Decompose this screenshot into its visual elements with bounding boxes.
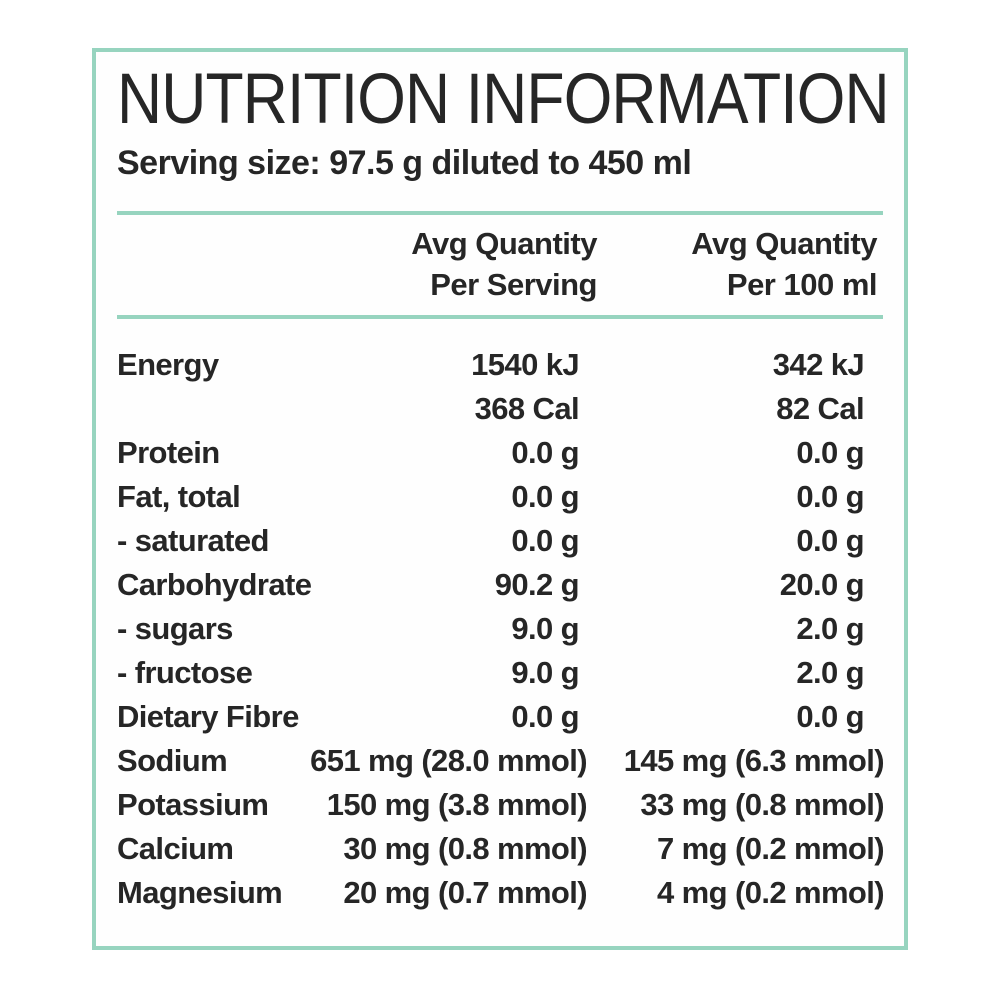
nutrient-row-fructose: - fructose 9.0 g 2.0 g (117, 651, 883, 695)
nutrient-label: Carbohydrate (117, 567, 312, 602)
per-serving-value: 9.0 g (407, 651, 587, 695)
nutrient-label: Magnesium (117, 875, 283, 910)
nutrient-label: Sodium (117, 743, 228, 778)
per-100ml-column-header: Avg Quantity Per 100 ml (597, 223, 883, 305)
per-serving-value: 0.0 g (407, 695, 587, 739)
value-text: 0.0 g (796, 435, 864, 470)
per-100ml-value: 82 Cal (587, 387, 884, 431)
nutrient-row-dietary-fibre: Dietary Fibre 0.0 g 0.0 g (117, 695, 883, 739)
divider-line-top (117, 211, 883, 215)
value-text: 342 kJ (772, 347, 865, 382)
per-100ml-value: 2.0 g (587, 651, 884, 695)
value-text: 2.0 g (796, 611, 864, 646)
per-serving-value: 0.0 g (407, 431, 587, 475)
value-text: 33 mg (0.8 mmol) (640, 787, 884, 822)
per-serving-value: 90.2 g (407, 563, 587, 607)
panel-title: NUTRITION INFORMATION (117, 60, 890, 139)
value-text: 0.0 g (796, 523, 864, 558)
value-text: 9.0 g (511, 611, 579, 646)
per-100ml-value: 0.0 g (587, 431, 884, 475)
nutrient-row-potassium: Potassium 150 mg (3.8 mmol) 33 mg (0.8 m… (117, 783, 885, 827)
per-100ml-value: 0.0 g (587, 519, 884, 563)
per-100ml-value: 0.0 g (587, 475, 884, 519)
per-100ml-header-line1: Avg Quantity (691, 226, 877, 261)
per-100ml-value: 20.0 g (587, 563, 884, 607)
column-headers: Avg Quantity Per Serving Avg Quantity Pe… (117, 223, 883, 305)
divider-line-header (117, 315, 883, 319)
nutrient-label: Dietary Fibre (117, 699, 299, 734)
value-text: 0.0 g (511, 699, 579, 734)
nutrient-label: Fat, total (117, 479, 241, 514)
per-100ml-value: 33 mg (0.8 mmol) (587, 783, 884, 827)
per-serving-value: 368 Cal (407, 387, 587, 431)
value-text: 4 mg (0.2 mmol) (657, 875, 885, 910)
nutrient-row-sodium: Sodium 651 mg (28.0 mmol) 145 mg (6.3 mm… (117, 739, 885, 783)
per-serving-value: 651 mg (28.0 mmol) (310, 739, 588, 783)
value-text: 20.0 g (779, 567, 865, 602)
nutrient-row-energy-kj: Energy 1540 kJ 342 kJ (117, 343, 883, 387)
nutrient-table: Energy 1540 kJ 342 kJ 368 Cal 82 Cal Pro… (117, 343, 885, 915)
value-text: 30 mg (0.8 mmol) (343, 831, 587, 866)
nutrient-row-calcium: Calcium 30 mg (0.8 mmol) 7 mg (0.2 mmol) (117, 827, 885, 871)
nutrient-label: - sugars (117, 611, 233, 646)
per-100ml-value: 0.0 g (587, 695, 884, 739)
per-100ml-value: 4 mg (0.2 mmol) (587, 871, 885, 915)
nutrient-label: - fructose (117, 655, 253, 690)
nutrient-row-saturated: - saturated 0.0 g 0.0 g (117, 519, 883, 563)
per-serving-header-line2: Per Serving (430, 267, 597, 302)
per-serving-value: 0.0 g (407, 475, 587, 519)
value-text: 7 mg (0.2 mmol) (657, 831, 885, 866)
value-text: 368 Cal (474, 391, 580, 426)
nutrient-row-sugars: - sugars 9.0 g 2.0 g (117, 607, 883, 651)
value-text: 0.0 g (796, 699, 864, 734)
value-text: 9.0 g (511, 655, 579, 690)
nutrition-panel: NUTRITION INFORMATION Serving size: 97.5… (92, 48, 908, 950)
per-serving-value: 1540 kJ (407, 343, 587, 387)
per-100ml-value: 7 mg (0.2 mmol) (587, 827, 885, 871)
nutrient-label: Calcium (117, 831, 234, 866)
value-text: 0.0 g (511, 523, 579, 558)
per-serving-value: 9.0 g (407, 607, 587, 651)
serving-size-text: Serving size: 97.5 g diluted to 450 ml (117, 144, 692, 182)
per-100ml-header-line2: Per 100 ml (726, 267, 878, 302)
value-text: 0.0 g (511, 435, 579, 470)
value-text: 0.0 g (511, 479, 579, 514)
per-serving-value: 20 mg (0.7 mmol) (343, 871, 587, 915)
nutrient-label: Protein (117, 435, 220, 470)
value-text: 1540 kJ (471, 347, 579, 382)
value-text: 145 mg (6.3 mmol) (623, 743, 885, 778)
value-text: 90.2 g (494, 567, 580, 602)
nutrient-label: - saturated (117, 523, 269, 558)
per-serving-value: 30 mg (0.8 mmol) (343, 827, 587, 871)
nutrient-label: Energy (117, 347, 219, 382)
value-text: 2.0 g (796, 655, 864, 690)
nutrient-row-energy-cal: 368 Cal 82 Cal (117, 387, 883, 431)
value-text: 20 mg (0.7 mmol) (343, 875, 587, 910)
per-serving-value: 150 mg (3.8 mmol) (327, 783, 588, 827)
value-text: 651 mg (28.0 mmol) (310, 743, 588, 778)
nutrient-row-protein: Protein 0.0 g 0.0 g (117, 431, 883, 475)
per-100ml-value: 342 kJ (587, 343, 884, 387)
nutrient-row-fat-total: Fat, total 0.0 g 0.0 g (117, 475, 883, 519)
per-serving-column-header: Avg Quantity Per Serving (117, 223, 597, 305)
value-text: 0.0 g (796, 479, 864, 514)
per-100ml-value: 2.0 g (587, 607, 884, 651)
per-serving-value: 0.0 g (407, 519, 587, 563)
per-100ml-value: 145 mg (6.3 mmol) (587, 739, 885, 783)
nutrient-label: Potassium (117, 787, 269, 822)
nutrient-row-magnesium: Magnesium 20 mg (0.7 mmol) 4 mg (0.2 mmo… (117, 871, 885, 915)
nutrient-row-carbohydrate: Carbohydrate 90.2 g 20.0 g (117, 563, 883, 607)
value-text: 150 mg (3.8 mmol) (326, 787, 588, 822)
value-text: 82 Cal (776, 391, 864, 426)
per-serving-header-line1: Avg Quantity (411, 226, 597, 261)
